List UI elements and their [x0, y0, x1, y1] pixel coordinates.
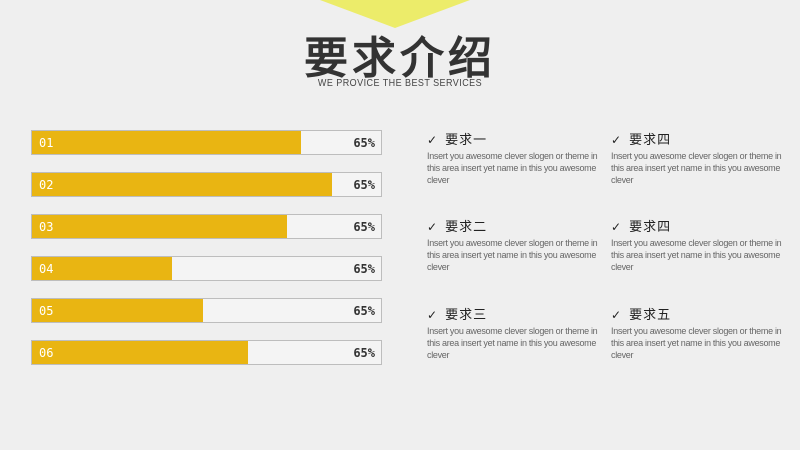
progress-bar-label: 05: [39, 304, 54, 318]
requirement-block: ✓ 要求一 Insert you awesome clever slogen or…: [427, 131, 602, 186]
check-icon: ✓: [427, 308, 438, 322]
progress-bar-fill: [32, 215, 287, 238]
progress-bar: 03 65%: [31, 214, 382, 239]
progress-bar-label: 02: [39, 178, 54, 192]
progress-bar: 02 65%: [31, 172, 382, 197]
page-subtitle: WE PROVICE THE BEST SERVICES: [317, 78, 483, 89]
progress-bar-label: 04: [39, 262, 54, 276]
check-icon: ✓: [611, 220, 622, 234]
requirement-block: ✓ 要求五 Insert you awesome clever slogen or…: [611, 306, 786, 361]
requirement-description: Insert you awesome clever slogen or them…: [427, 326, 598, 360]
check-icon: ✓: [611, 133, 622, 147]
progress-bar-label: 03: [39, 220, 54, 234]
requirement-block: ✓ 要求四 Insert you awesome clever slogen or…: [611, 131, 786, 186]
page-title: 要求介绍: [304, 33, 496, 84]
progress-bar-percent: 65%: [353, 304, 375, 318]
progress-bar-percent: 65%: [353, 220, 375, 234]
progress-bar-percent: 65%: [353, 136, 375, 150]
progress-bars: 01 65% 02 65% 03 65% 04 65% 05 65% 06 65…: [31, 130, 382, 382]
requirement-description: Insert you awesome clever slogen or them…: [611, 326, 782, 360]
progress-bar-fill: [32, 299, 203, 322]
requirement-title: 要求四: [629, 133, 672, 148]
requirement-title: 要求五: [629, 308, 672, 323]
progress-bar-fill: [32, 257, 172, 280]
progress-bar: 06 65%: [31, 340, 382, 365]
progress-bar-percent: 65%: [353, 346, 375, 360]
requirement-block: ✓ 要求二 Insert you awesome clever slogen or…: [427, 218, 602, 273]
progress-bar: 04 65%: [31, 256, 382, 281]
progress-bar-label: 06: [39, 346, 54, 360]
requirement-description: Insert you awesome clever slogen or them…: [611, 151, 782, 185]
requirement-description: Insert you awesome clever slogen or them…: [611, 238, 782, 272]
progress-bar-label: 01: [39, 136, 54, 150]
requirement-block: ✓ 要求三 Insert you awesome clever slogen or…: [427, 306, 602, 361]
progress-bar-percent: 65%: [353, 178, 375, 192]
requirement-title: 要求一: [445, 133, 488, 148]
requirement-description: Insert you awesome clever slogen or them…: [427, 151, 598, 185]
progress-bar: 01 65%: [31, 130, 382, 155]
requirement-title: 要求三: [445, 308, 488, 323]
progress-bar: 05 65%: [31, 298, 382, 323]
progress-bar-fill: [32, 131, 301, 154]
requirement-title: 要求四: [629, 220, 672, 235]
progress-bar-percent: 65%: [353, 262, 375, 276]
check-icon: ✓: [427, 220, 438, 234]
requirement-title: 要求二: [445, 220, 488, 235]
check-icon: ✓: [611, 308, 622, 322]
requirement-description: Insert you awesome clever slogen or them…: [427, 238, 598, 272]
requirement-block: ✓ 要求四 Insert you awesome clever slogen or…: [611, 218, 786, 273]
check-icon: ✓: [427, 133, 438, 147]
progress-bar-fill: [32, 173, 333, 196]
progress-bar-fill: [32, 341, 249, 364]
